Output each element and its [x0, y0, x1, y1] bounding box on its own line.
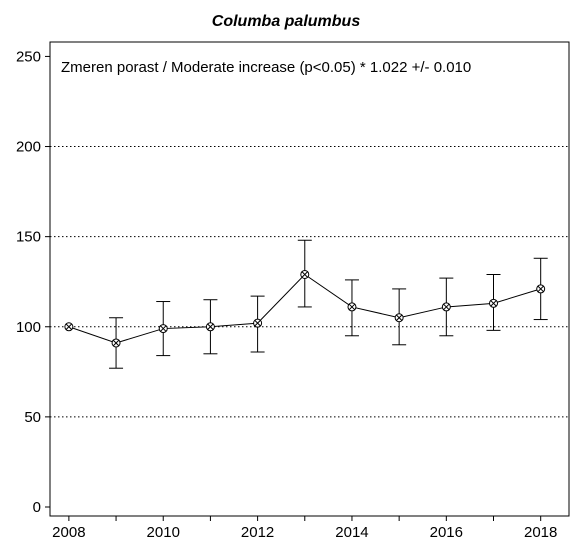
data-point-2017	[489, 298, 499, 308]
y-tick-label-250: 250	[16, 48, 41, 65]
data-point-2018	[536, 284, 546, 294]
trend-annotation: Zmeren porast / Moderate increase (p<0.0…	[61, 59, 471, 76]
data-point-2014	[347, 302, 357, 312]
y-tick-label-50: 50	[24, 409, 41, 426]
y-tick-label-150: 150	[16, 229, 41, 246]
chart-title: Columba palumbus	[212, 13, 361, 30]
y-tick-label-100: 100	[16, 319, 41, 336]
plot-frame	[49, 41, 570, 517]
data-point-2010	[158, 324, 168, 334]
data-point-2016	[441, 302, 451, 312]
x-tick-label-2014: 2014	[335, 524, 368, 541]
grid-lines	[50, 146, 569, 418]
data-points	[64, 269, 546, 348]
y-axis: 0 50 100 150 200 250	[16, 48, 50, 516]
x-tick-label-2018: 2018	[524, 524, 557, 541]
y-tick-label-0: 0	[33, 499, 41, 516]
data-point-2012	[253, 318, 263, 328]
x-tick-label-2008: 2008	[52, 524, 85, 541]
x-axis: 2008 2010 2012 2014 2016 2018	[52, 516, 557, 541]
x-tick-label-2012: 2012	[241, 524, 274, 541]
x-tick-label-2016: 2016	[430, 524, 463, 541]
data-point-2011	[205, 322, 215, 332]
data-point-2013	[300, 269, 310, 279]
data-point-2009	[111, 338, 121, 348]
data-point-2015	[394, 313, 404, 323]
y-tick-label-200: 200	[16, 139, 41, 156]
x-tick-label-2010: 2010	[147, 524, 180, 541]
data-point-2008	[64, 322, 74, 332]
